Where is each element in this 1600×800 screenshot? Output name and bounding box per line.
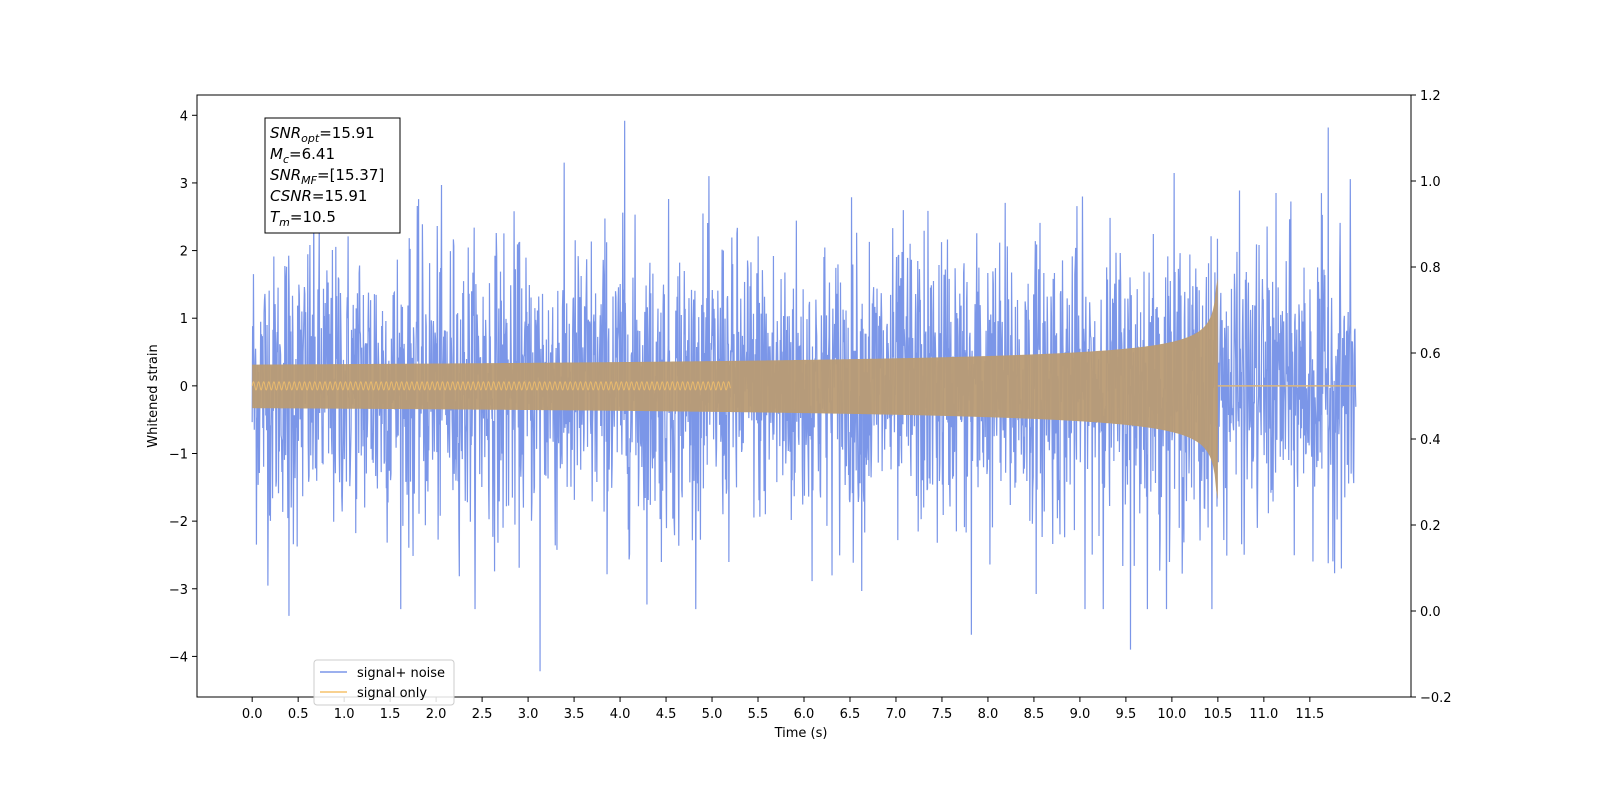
x-tick-label: 1.0 bbox=[334, 707, 355, 722]
x-tick-label: 5.5 bbox=[748, 707, 769, 722]
info-box: SNRopt=15.91Mc=6.41SNRMF=[15.37]CSNR=15.… bbox=[264, 117, 401, 234]
x-tick-label: 3.0 bbox=[518, 707, 539, 722]
y-tick-label: 3 bbox=[180, 177, 188, 192]
y2-tick-label: −0.2 bbox=[1420, 691, 1452, 706]
x-tick-label: 11.0 bbox=[1249, 707, 1278, 722]
info-line: CSNR=15.91 bbox=[270, 187, 367, 205]
y-tick-label: 0 bbox=[180, 380, 188, 395]
x-axis: 0.0 0.5 1.0 1.5 2.0 2.5 3.0 3.5 4.0 4.5 5.0 5.5 6.0 6… bbox=[242, 697, 1324, 722]
y-tick-label: 1 bbox=[180, 312, 188, 327]
series-signal-only bbox=[251, 277, 1356, 500]
x-tick-label: 11.5 bbox=[1295, 707, 1324, 722]
info-box-frame bbox=[264, 117, 401, 234]
y2-tick-label: 1.2 bbox=[1420, 89, 1441, 104]
series-envelope-signal-only bbox=[252, 277, 1218, 500]
x-tick-label: 6.0 bbox=[794, 707, 815, 722]
x-tick-label: 2.0 bbox=[426, 707, 447, 722]
y2-tick-label: 0.4 bbox=[1420, 433, 1441, 448]
info-line: SNRopt=15.91 bbox=[270, 124, 375, 145]
y-axis: −4 −3 −2 −1 0 1 2 3 4 bbox=[169, 109, 197, 665]
x-tick-label: 9.5 bbox=[1116, 707, 1137, 722]
x-axis-label: Time (s) bbox=[774, 726, 828, 741]
y2-tick-label: 0.6 bbox=[1420, 347, 1441, 362]
x-tick-label: 4.0 bbox=[610, 707, 631, 722]
y-tick-label: 2 bbox=[180, 245, 188, 260]
legend-label-signal-only: signal only bbox=[357, 686, 427, 701]
x-tick-label: 3.5 bbox=[564, 707, 585, 722]
y2-tick-label: 0.0 bbox=[1420, 605, 1441, 620]
y-tick-label: −1 bbox=[169, 447, 188, 462]
legend-frame bbox=[313, 659, 455, 706]
x-tick-label: 9.0 bbox=[1070, 707, 1091, 722]
y-tick-label: −3 bbox=[169, 583, 188, 598]
y2-tick-label: 1.0 bbox=[1420, 175, 1441, 190]
x-tick-label: 7.5 bbox=[932, 707, 953, 722]
y2-tick-label: 0.8 bbox=[1420, 261, 1441, 276]
series-line-signal-only bbox=[251, 381, 731, 391]
x-tick-label: 8.5 bbox=[1024, 707, 1045, 722]
legend: signal+ noise signal only bbox=[313, 659, 455, 706]
x-tick-label: 10.5 bbox=[1203, 707, 1232, 722]
y-axis-label: Whitened strain bbox=[146, 344, 161, 447]
x-tick-label: 8.0 bbox=[978, 707, 999, 722]
y-tick-label: −4 bbox=[169, 650, 188, 665]
x-tick-label: 7.0 bbox=[886, 707, 907, 722]
y-axis-right: −0.2 0.0 0.2 0.4 0.6 0.8 1.0 1.2 bbox=[1411, 89, 1452, 706]
x-tick-label: 0.5 bbox=[288, 707, 309, 722]
y-tick-label: 4 bbox=[180, 109, 188, 124]
x-tick-label: 0.0 bbox=[242, 707, 263, 722]
info-line: Tm=10.5 bbox=[270, 208, 336, 229]
x-tick-label: 1.5 bbox=[380, 707, 401, 722]
x-tick-label: 6.5 bbox=[840, 707, 861, 722]
x-tick-label: 2.5 bbox=[472, 707, 493, 722]
x-tick-label: 5.0 bbox=[702, 707, 723, 722]
info-line: SNRMF=[15.37] bbox=[270, 166, 384, 187]
x-tick-label: 10.0 bbox=[1157, 707, 1186, 722]
legend-label-signal-noise: signal+ noise bbox=[357, 666, 445, 681]
x-tick-label: 4.5 bbox=[656, 707, 677, 722]
info-line: Mc=6.41 bbox=[270, 145, 335, 166]
y-tick-label: −2 bbox=[169, 515, 188, 530]
y2-tick-label: 0.2 bbox=[1420, 519, 1441, 534]
